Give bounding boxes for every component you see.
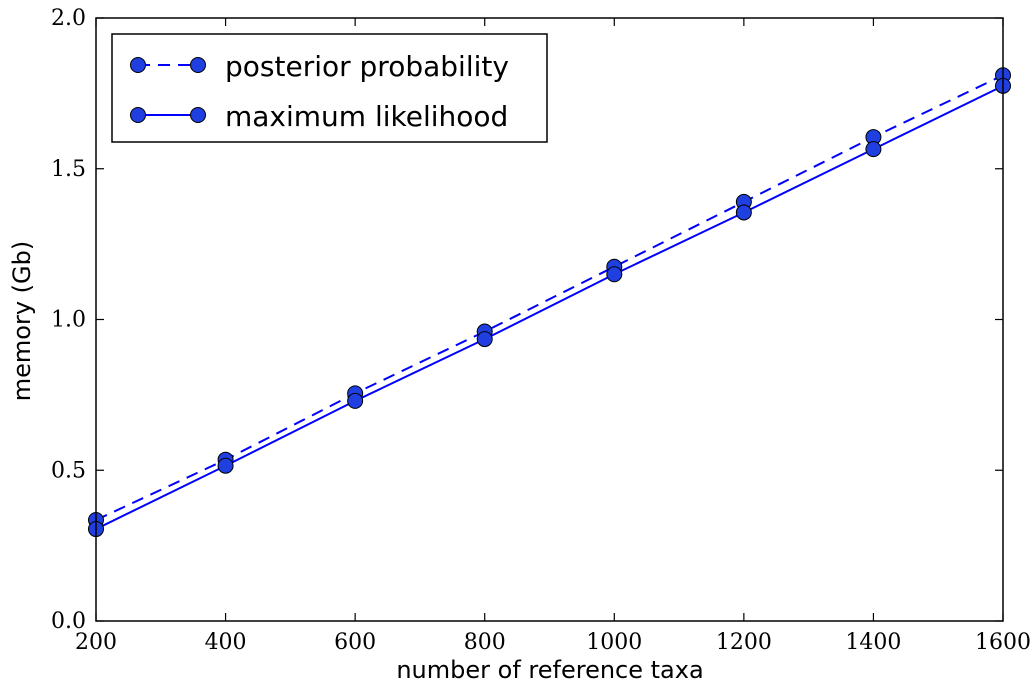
legend-label-maximum-likelihood: maximum likelihood: [225, 100, 508, 133]
data-point: [218, 458, 233, 473]
y-tick-label: 0.5: [51, 458, 86, 483]
y-tick-label: 2.0: [51, 6, 86, 31]
y-tick-label: 1.5: [51, 157, 86, 182]
data-point: [348, 393, 363, 408]
y-tick-label: 0.0: [51, 609, 86, 634]
legend: posterior probability maximum likelihood: [112, 34, 547, 142]
data-point: [866, 142, 881, 157]
x-tick-label: 1400: [845, 630, 901, 655]
x-tick-label: 1000: [586, 630, 642, 655]
x-tick-label: 1600: [975, 630, 1031, 655]
y-tick-label: 1.0: [51, 308, 86, 333]
legend-marker: [191, 58, 206, 73]
x-tick-label: 400: [205, 630, 247, 655]
x-tick-label: 800: [464, 630, 506, 655]
legend-marker: [131, 108, 146, 123]
x-tick-label: 1200: [716, 630, 772, 655]
legend-marker: [131, 58, 146, 73]
x-axis-label: number of reference taxa: [396, 656, 703, 684]
data-point: [477, 332, 492, 347]
x-tick-label: 600: [334, 630, 376, 655]
legend-label-posterior-probability: posterior probability: [225, 50, 509, 83]
y-axis-label: memory (Gb): [8, 241, 36, 401]
data-point: [607, 267, 622, 282]
data-point: [736, 205, 751, 220]
legend-marker: [191, 108, 206, 123]
